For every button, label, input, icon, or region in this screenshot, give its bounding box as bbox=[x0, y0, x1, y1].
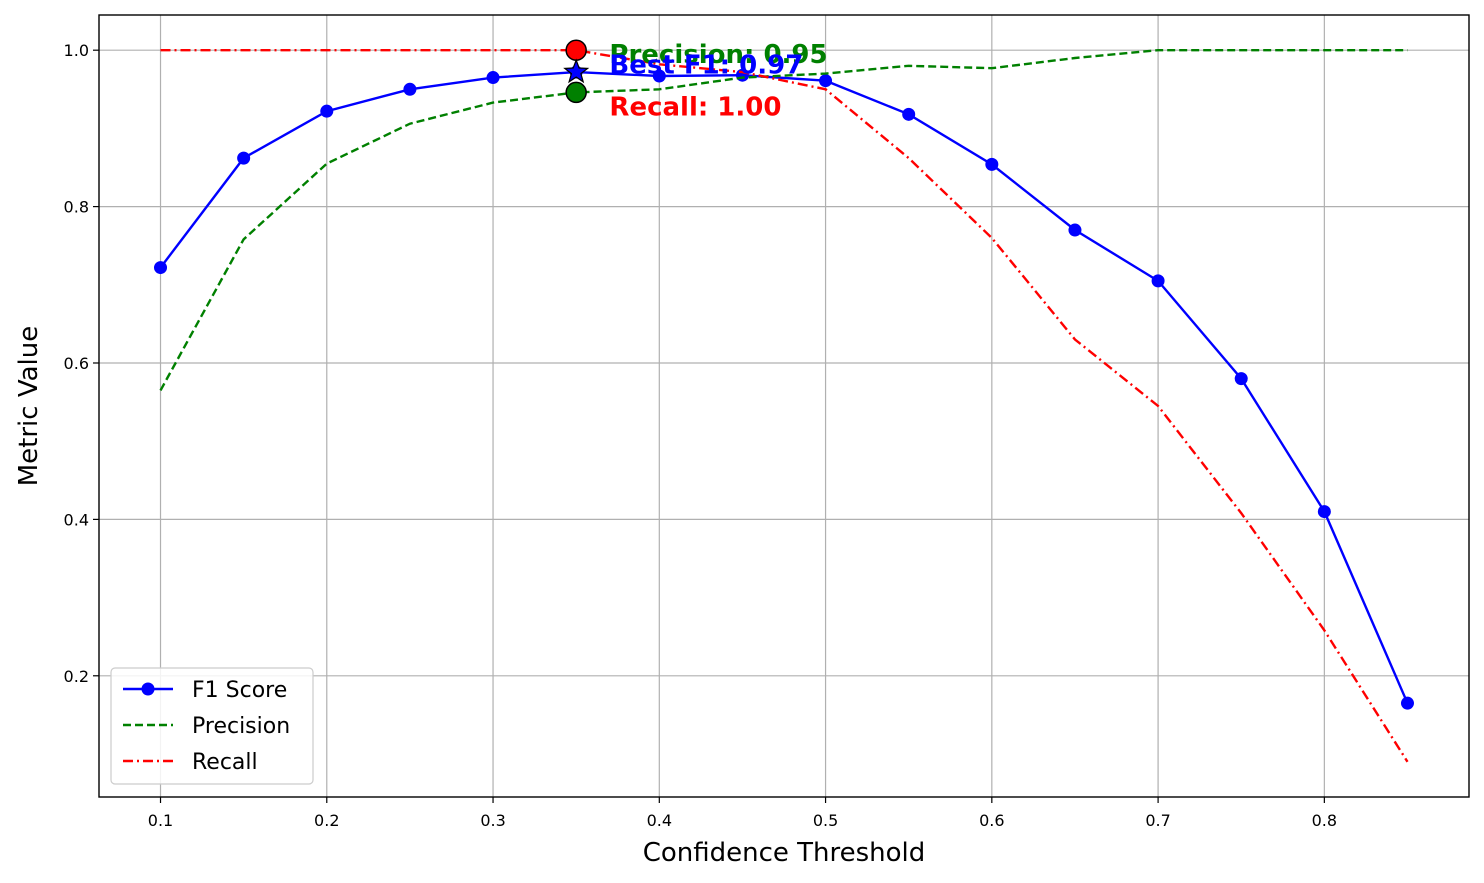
y-tick-label: 0.2 bbox=[64, 667, 89, 686]
highlight-best-f1-star bbox=[563, 58, 590, 84]
x-tick-label: 0.8 bbox=[1312, 811, 1337, 830]
series-line-f1-score bbox=[159, 70, 1409, 704]
highlight-precision-point bbox=[565, 81, 587, 104]
x-tick-label: 0.4 bbox=[647, 811, 672, 830]
grid bbox=[99, 15, 1469, 797]
annotation-label: Recall: 1.00 bbox=[609, 92, 781, 122]
axis-ticks: 0.1 0.2 0.3 0.4 0.5 0.6 0.7 0.8 0.2 0.4 0.6 0.8 1.0 bbox=[64, 41, 1338, 830]
x-tick-label: 0.6 bbox=[979, 811, 1004, 830]
x-axis-label: Confidence Threshold bbox=[643, 838, 926, 868]
legend-marker-f1-score bbox=[141, 682, 155, 696]
x-tick-label: 0.1 bbox=[148, 811, 173, 830]
y-tick-label: 1.0 bbox=[64, 41, 89, 60]
data-point-f1-score bbox=[652, 69, 666, 83]
data-point-f1-score bbox=[1234, 372, 1248, 386]
y-axis-label: Metric Value bbox=[14, 326, 44, 487]
data-point-f1-score bbox=[902, 107, 916, 121]
y-tick-label: 0.8 bbox=[64, 198, 89, 217]
data-point-f1-score bbox=[320, 104, 334, 118]
highlight-group bbox=[563, 39, 590, 104]
x-tick-label: 0.5 bbox=[813, 811, 838, 830]
series-line-precision bbox=[159, 49, 1408, 391]
highlight-recall-point bbox=[565, 39, 587, 61]
data-point-f1-score bbox=[486, 71, 500, 85]
data-point-f1-score bbox=[1068, 223, 1082, 237]
plot-frame bbox=[98, 14, 1470, 798]
data-point-f1-score bbox=[1151, 274, 1165, 288]
series-group bbox=[154, 49, 1414, 763]
data-point-f1-score bbox=[985, 157, 999, 171]
data-point-f1-score bbox=[1317, 505, 1331, 519]
legend-box bbox=[110, 667, 314, 785]
data-point-f1-score bbox=[1400, 696, 1414, 710]
legend-label-precision: Precision bbox=[192, 714, 290, 739]
x-tick-label: 0.7 bbox=[1145, 811, 1170, 830]
annotation-label: Precision: 0.95 bbox=[609, 40, 827, 70]
y-tick-label: 0.4 bbox=[64, 510, 89, 529]
y-tick-label: 0.6 bbox=[64, 354, 89, 373]
x-tick-label: 0.3 bbox=[480, 811, 505, 830]
series-line-recall bbox=[160, 49, 1409, 763]
data-point-f1-score bbox=[403, 82, 417, 96]
legend: F1 Score Precision Recall bbox=[110, 667, 314, 785]
legend-label-f1-score: F1 Score bbox=[192, 678, 287, 703]
legend-label-recall: Recall bbox=[192, 750, 258, 775]
annotation-label: Best F1: 0.97 bbox=[609, 50, 803, 80]
data-point-f1-score bbox=[819, 74, 833, 88]
data-point-f1-score bbox=[237, 151, 251, 165]
data-point-f1-score bbox=[154, 261, 168, 275]
x-tick-label: 0.2 bbox=[314, 811, 339, 830]
